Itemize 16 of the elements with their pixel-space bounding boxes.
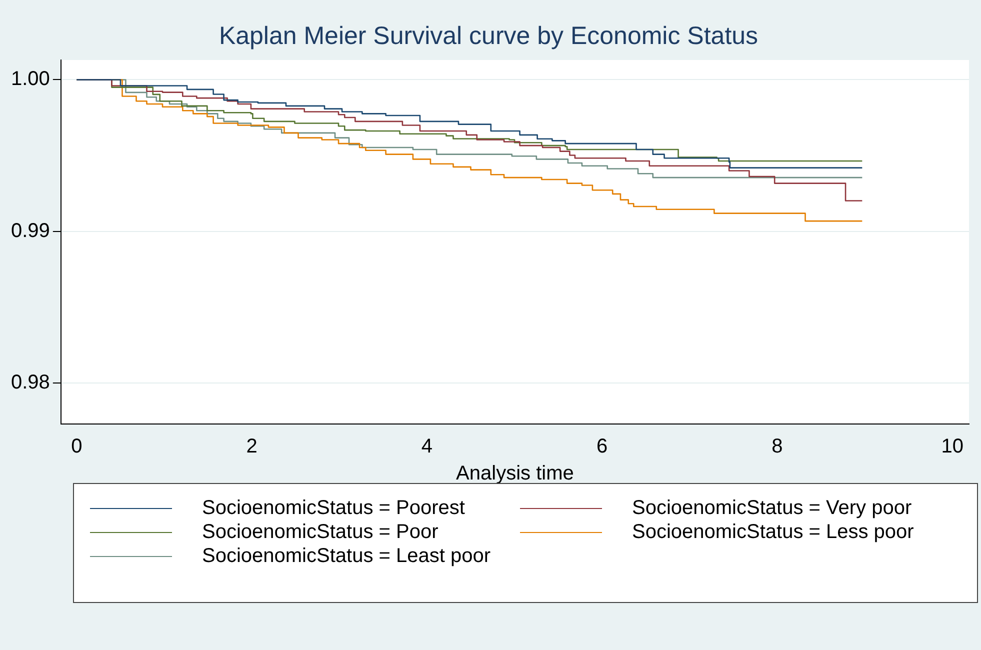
x-tick-label: 4	[421, 436, 433, 458]
x-tick-label: 10	[941, 436, 964, 458]
x-tick-label: 0	[71, 436, 82, 458]
legend-label: SocioenomicStatus = Least poor	[202, 544, 491, 568]
chart-title: Kaplan Meier Survival curve by Economic Status	[218, 22, 758, 50]
x-axis-title: Analysis time	[456, 462, 574, 485]
y-tick-label: 0.98	[10, 372, 50, 394]
legend-label: SocioenomicStatus = Poor	[202, 520, 438, 544]
legend-label: SocioenomicStatus = Poorest	[202, 496, 465, 520]
y-tick-label: 1.00	[10, 68, 50, 90]
x-tick-label: 8	[772, 436, 783, 458]
x-tick-label: 2	[246, 436, 258, 458]
legend-label: SocioenomicStatus = Very poor	[632, 496, 912, 520]
x-tick-label: 6	[596, 436, 608, 458]
y-tick-label: 0.99	[10, 220, 50, 242]
legend-label: SocioenomicStatus = Less poor	[632, 520, 914, 544]
